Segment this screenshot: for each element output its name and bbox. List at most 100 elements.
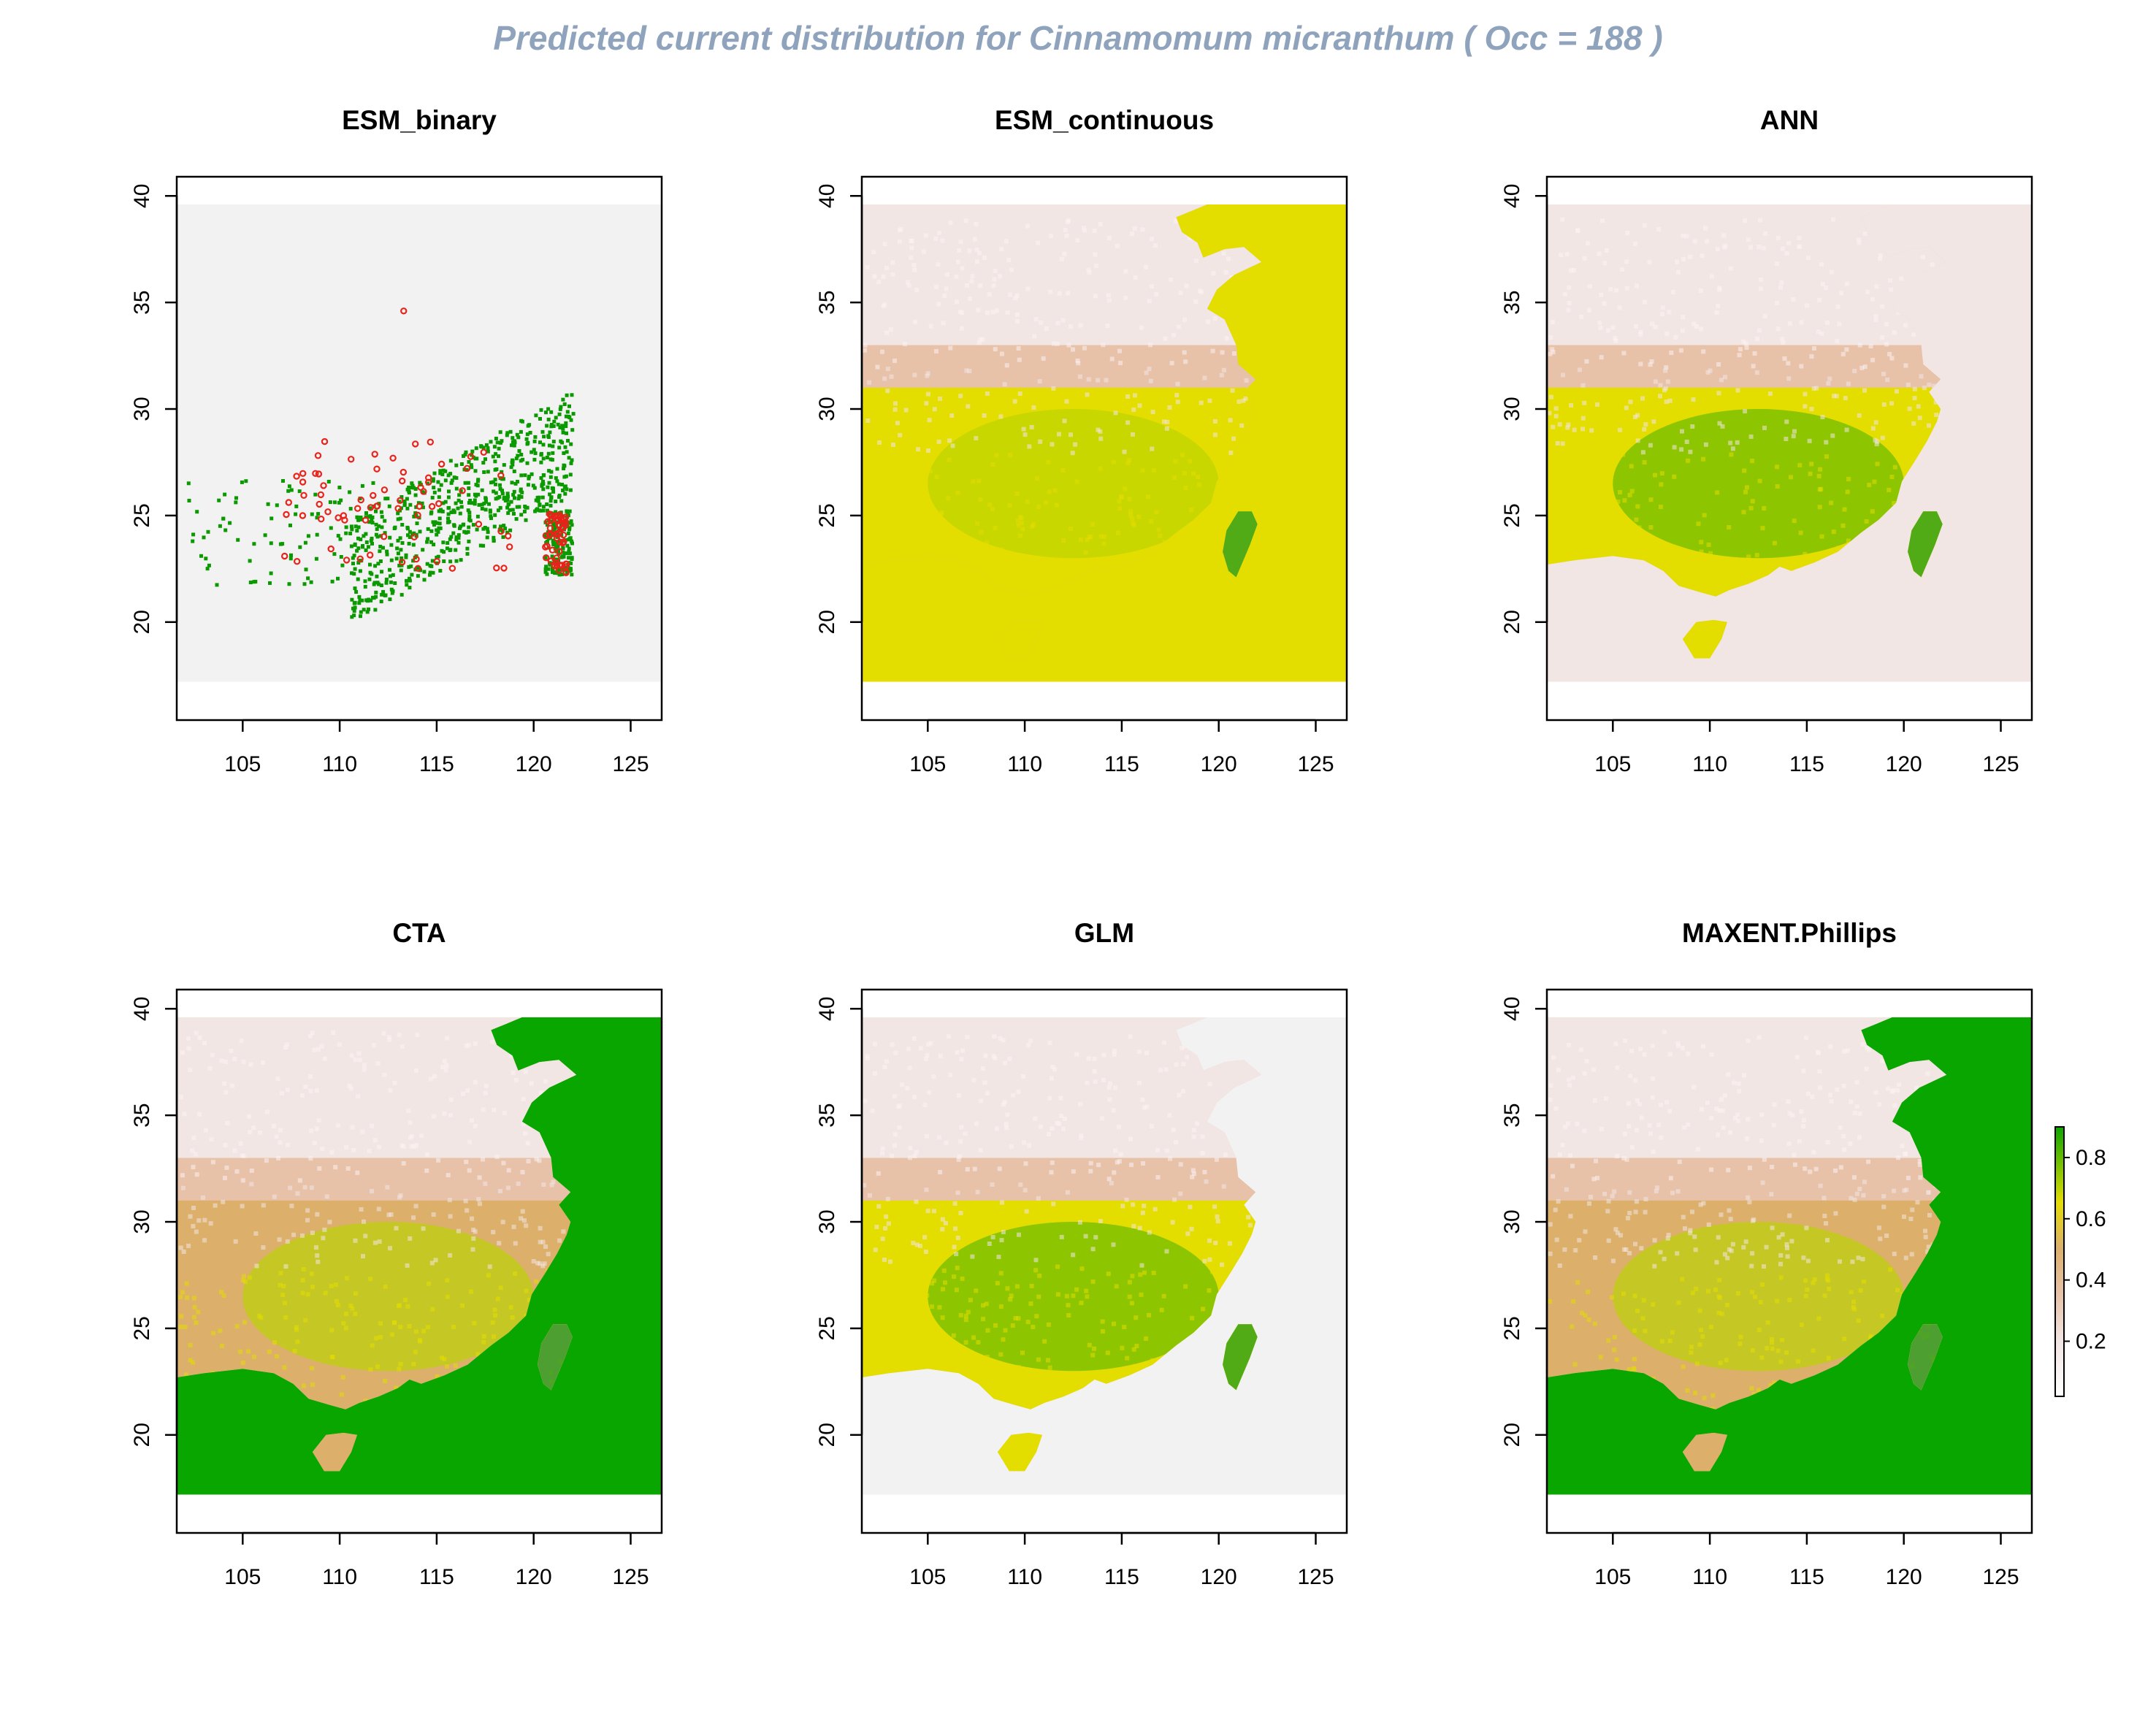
raster: [862, 204, 1347, 682]
y-tick-label: 25: [815, 1316, 839, 1340]
y-tick-label: 30: [1500, 1209, 1524, 1233]
y-tick-label: 30: [815, 1209, 839, 1233]
raster: [177, 1017, 662, 1495]
presence-cells: [186, 393, 576, 619]
y-tick-label: 25: [1500, 1316, 1524, 1340]
y-tick-label: 35: [130, 1103, 154, 1127]
legend-tick-label: 0.4: [2076, 1269, 2106, 1293]
y-tick-label: 30: [1500, 397, 1524, 421]
x-tick-label: 110: [1692, 752, 1727, 776]
y-tick-label: 35: [1500, 1103, 1524, 1127]
x-tick-label: 105: [1594, 752, 1631, 776]
x-tick-label: 120: [1886, 1565, 1922, 1589]
x-tick-label: 125: [1297, 752, 1334, 776]
y-tick-label: 35: [815, 1103, 839, 1127]
x-tick-label: 120: [1886, 752, 1922, 776]
x-tick-label: 120: [1201, 1565, 1237, 1589]
x-tick-label: 110: [322, 1565, 357, 1589]
legend-tick-label: 0.8: [2076, 1146, 2106, 1170]
panel-glm: GLM 105 110 115 120 125 20 25 30 35 40: [815, 918, 1348, 1589]
panel-title: CTA: [392, 918, 446, 948]
y-tick-label: 40: [130, 184, 154, 208]
raster: [1547, 204, 2032, 682]
panel-title: ESM_binary: [342, 105, 497, 135]
x-tick-label: 120: [516, 1565, 552, 1589]
y-tick-label: 35: [130, 290, 154, 314]
y-tick-label: 25: [130, 503, 154, 527]
x-tick-label: 115: [419, 1565, 454, 1589]
y-tick-label: 40: [815, 997, 839, 1021]
y-tick-label: 25: [130, 1316, 154, 1340]
raster-background: [177, 204, 662, 682]
x-tick-label: 110: [1692, 1565, 1727, 1589]
x-tick-label: 115: [1789, 752, 1824, 776]
x-axis: 105 110 115 120 125: [1594, 1531, 2019, 1589]
y-tick-label: 40: [1500, 997, 1524, 1021]
x-tick-label: 115: [1104, 752, 1139, 776]
x-tick-label: 105: [909, 1565, 946, 1589]
x-axis: 105 110 115 120 125: [224, 1531, 649, 1589]
raster: [1547, 1017, 2032, 1495]
y-tick-label: 20: [130, 610, 154, 634]
panel-title: GLM: [1074, 918, 1134, 948]
main-title: Predicted current distribution for Cinna…: [493, 19, 1662, 57]
x-tick-label: 120: [516, 752, 552, 776]
x-axis: 105 110 115 120 125: [1594, 719, 2019, 776]
y-axis: 20 25 30 35 40: [1500, 997, 1548, 1447]
probability-legend: 0.2 0.4 0.6 0.8: [2054, 1126, 2106, 1397]
x-axis: 105 110 115 120 125: [224, 719, 649, 776]
y-axis: 20 25 30 35 40: [815, 997, 863, 1447]
y-tick-label: 25: [815, 503, 839, 527]
y-tick-label: 30: [130, 397, 154, 421]
y-tick-label: 40: [1500, 184, 1524, 208]
raster: [177, 204, 662, 682]
x-tick-label: 125: [1982, 1565, 2019, 1589]
y-tick-label: 30: [815, 397, 839, 421]
y-tick-label: 20: [815, 1423, 839, 1447]
y-axis: 20 25 30 35 40: [1500, 184, 1548, 634]
panel-title: MAXENT.Phillips: [1682, 918, 1897, 948]
x-tick-label: 115: [419, 752, 454, 776]
x-tick-label: 125: [1297, 1565, 1334, 1589]
y-tick-label: 20: [815, 610, 839, 634]
x-axis: 105 110 115 120 125: [909, 719, 1334, 776]
x-tick-label: 105: [909, 752, 946, 776]
y-tick-label: 20: [1500, 610, 1524, 634]
x-tick-label: 125: [1982, 752, 2019, 776]
x-tick-label: 105: [1594, 1565, 1631, 1589]
y-axis: 20 25 30 35 40: [130, 997, 178, 1447]
y-tick-label: 25: [1500, 503, 1524, 527]
x-tick-label: 105: [224, 1565, 261, 1589]
x-tick-label: 115: [1104, 1565, 1139, 1589]
y-axis: 20 25 30 35 40: [815, 184, 863, 634]
x-tick-label: 115: [1789, 1565, 1824, 1589]
legend-tick-label: 0.6: [2076, 1207, 2106, 1231]
y-axis: 20 25 30 35 40: [130, 184, 178, 634]
occurrence-points: [281, 307, 570, 577]
x-axis: 105 110 115 120 125: [909, 1531, 1334, 1589]
y-tick-label: 35: [815, 290, 839, 314]
panel-esm-binary: ESM_binary 105 110 115 120 125 20 25 30 35 40: [130, 105, 663, 776]
x-tick-label: 120: [1201, 752, 1237, 776]
x-tick-label: 125: [612, 1565, 649, 1589]
y-tick-label: 20: [130, 1423, 154, 1447]
x-tick-label: 110: [1007, 1565, 1042, 1589]
x-tick-label: 125: [612, 752, 649, 776]
y-tick-label: 40: [130, 997, 154, 1021]
y-tick-label: 40: [815, 184, 839, 208]
legend-tick-label: 0.2: [2076, 1330, 2106, 1354]
panel-cta: CTA 105 110 115 120 125 20 25 30 35 40: [130, 918, 663, 1589]
panel-ann: ANN 105 110 115 120 125 20 25 30 35 40: [1500, 105, 2033, 776]
panel-title: ESM_continuous: [995, 105, 1214, 135]
raster: [862, 1017, 1347, 1495]
y-tick-label: 35: [1500, 290, 1524, 314]
y-tick-label: 30: [130, 1209, 154, 1233]
panel-esm-continuous: ESM_continuous 105 110 115 120 125 20 25 30 35 40: [815, 105, 1348, 776]
legend-colorbar: [2054, 1126, 2065, 1397]
x-tick-label: 105: [224, 752, 261, 776]
x-tick-label: 110: [1007, 752, 1042, 776]
panel-title: ANN: [1760, 105, 1819, 135]
x-tick-label: 110: [322, 752, 357, 776]
